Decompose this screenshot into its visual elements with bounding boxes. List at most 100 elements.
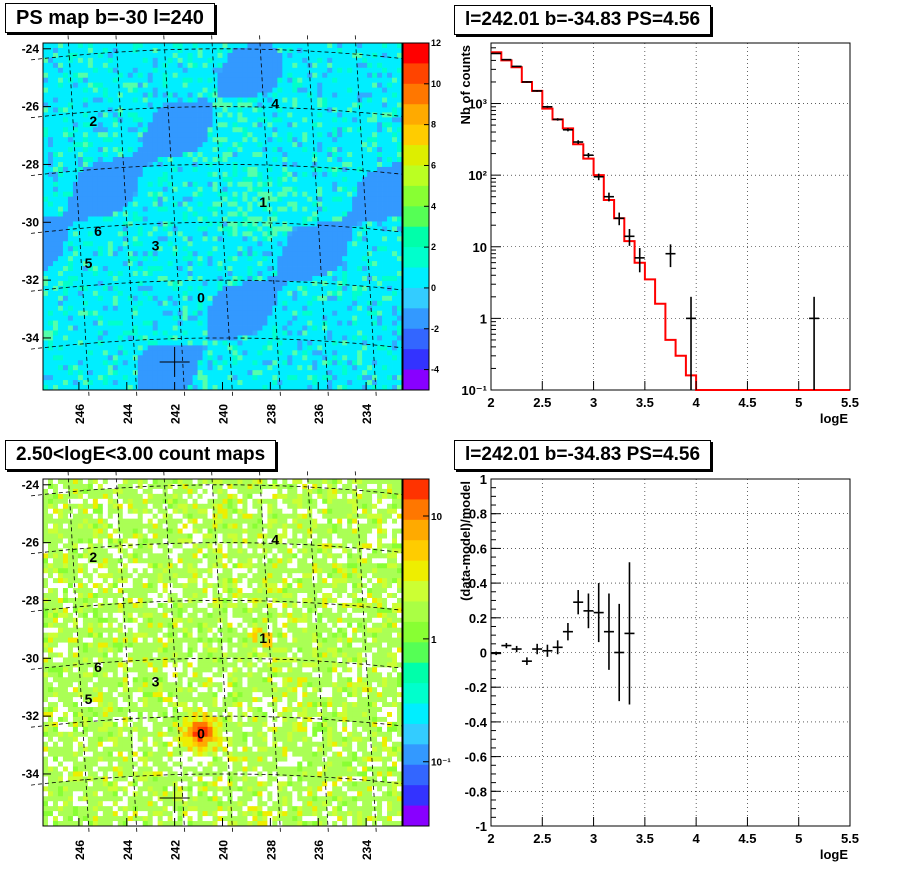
heatmap-cell	[207, 67, 213, 74]
heatmap-cell	[177, 77, 184, 84]
heatmap-cell	[372, 82, 378, 89]
heatmap-cell	[272, 127, 278, 133]
heatmap-cell	[72, 122, 79, 128]
heatmap-cell	[307, 360, 313, 366]
heatmap-cell	[62, 82, 69, 89]
heatmap-cell	[267, 87, 273, 93]
heatmap-cell	[152, 43, 159, 49]
heatmap-cell	[217, 211, 223, 217]
heatmap-cell	[62, 196, 69, 203]
heatmap-cell	[87, 380, 94, 386]
heatmap-cell	[43, 295, 49, 302]
heatmap-cell	[47, 112, 54, 118]
heatmap-cell	[202, 147, 208, 153]
heatmap-cell	[72, 325, 79, 331]
heatmap-cell	[87, 77, 94, 84]
heatmap-cell	[162, 52, 169, 59]
heatmap-cell	[217, 206, 223, 212]
heatmap-cell	[332, 191, 338, 198]
heatmap-cell	[112, 127, 119, 133]
heatmap-cell	[102, 161, 109, 168]
heatmap-cell	[77, 171, 84, 178]
heatmap-cell	[232, 375, 238, 381]
heatmap-cell	[212, 261, 218, 267]
heatmap-cell	[102, 340, 109, 346]
heatmap-cell	[367, 102, 373, 108]
heatmap-cell	[57, 330, 64, 336]
heatmap-cell	[137, 231, 144, 237]
heatmap-cell	[167, 300, 174, 307]
heatmap-cell	[272, 330, 278, 336]
heatmap-cell	[77, 375, 84, 381]
heatmap-cell	[52, 132, 59, 138]
heatmap-cell	[192, 266, 198, 272]
heatmap-cell	[227, 102, 233, 108]
heatmap-cell	[202, 295, 208, 302]
heatmap-cell	[257, 72, 263, 79]
heatmap-cell	[97, 137, 104, 143]
heatmap-cell	[137, 52, 144, 59]
heatmap-cell	[227, 290, 233, 297]
heatmap-cell	[157, 355, 164, 361]
heatmap-cell	[327, 147, 333, 153]
heatmap-cell	[87, 236, 94, 242]
heatmap-cell	[322, 325, 328, 331]
heatmap-cell	[242, 201, 248, 207]
heatmap-cell	[147, 127, 154, 133]
heatmap-cell	[217, 122, 223, 128]
heatmap-cell	[47, 375, 54, 381]
heatmap-cell	[177, 62, 184, 69]
heatmap-cell	[52, 201, 59, 207]
heatmap-cell	[112, 251, 119, 257]
heatmap-cell	[292, 280, 298, 287]
heatmap-cell	[302, 52, 308, 59]
heatmap-cell	[87, 186, 94, 193]
heatmap-cell	[337, 77, 343, 84]
heatmap-cell	[242, 335, 248, 341]
heatmap-cell	[62, 251, 69, 257]
heatmap-cell	[82, 152, 89, 158]
heatmap-cell	[382, 256, 388, 262]
heatmap-cell	[117, 82, 124, 89]
heatmap-cell	[43, 365, 49, 371]
heatmap-cell	[397, 77, 403, 84]
heatmap-cell	[187, 92, 193, 98]
heatmap-cell	[212, 211, 218, 217]
heatmap-cell	[97, 47, 104, 54]
heatmap-cell	[212, 275, 218, 282]
heatmap-cell	[212, 186, 218, 193]
heatmap-cell	[387, 310, 393, 317]
heatmap-cell	[322, 370, 328, 376]
heatmap-cell	[252, 176, 258, 183]
heatmap-cell	[392, 191, 398, 198]
heatmap-cell	[187, 360, 193, 366]
heatmap-cell	[267, 256, 273, 262]
heatmap-cell	[312, 152, 318, 158]
heatmap-cell	[302, 166, 308, 173]
heatmap-cell	[357, 261, 363, 267]
heatmap-cell	[242, 117, 248, 123]
heatmap-cell	[317, 127, 323, 133]
heatmap-cell	[297, 300, 303, 307]
heatmap-cell	[267, 285, 273, 292]
heatmap-cell	[152, 152, 159, 158]
heatmap-cell	[387, 325, 393, 331]
heatmap-cell	[167, 360, 174, 366]
heatmap-cell	[127, 107, 134, 113]
heatmap-cell	[152, 246, 159, 252]
heatmap-cell	[112, 166, 119, 173]
heatmap-cell	[257, 201, 263, 207]
heatmap-cell	[112, 72, 119, 79]
heatmap-cell	[97, 102, 104, 108]
heatmap-cell	[362, 305, 368, 312]
heatmap-cell	[237, 315, 243, 321]
heatmap-cell	[392, 102, 398, 108]
heatmap-cell	[202, 290, 208, 297]
heatmap-cell	[77, 330, 84, 336]
heatmap-cell	[252, 72, 258, 79]
heatmap-cell	[302, 360, 308, 366]
heatmap-cell	[187, 231, 193, 237]
heatmap-cell	[217, 107, 223, 113]
heatmap-cell	[62, 127, 69, 133]
heatmap-cell	[112, 290, 119, 297]
